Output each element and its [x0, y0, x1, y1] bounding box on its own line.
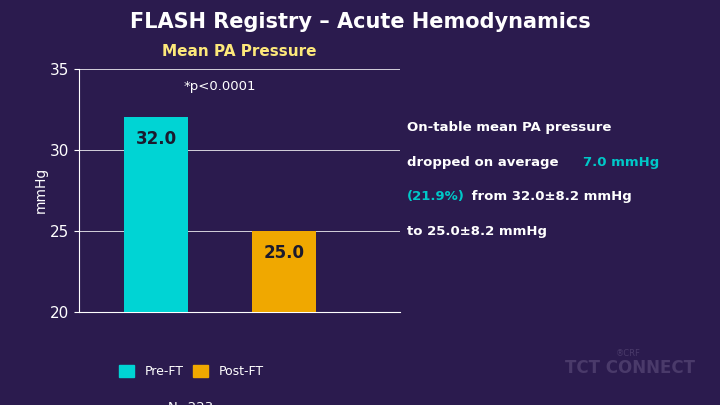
Text: 7.0 mmHg: 7.0 mmHg — [583, 156, 660, 169]
Legend: Pre-FT, Post-FT: Pre-FT, Post-FT — [114, 360, 269, 384]
Bar — [124, 117, 188, 312]
Bar — [252, 231, 316, 312]
Text: FLASH Registry – Acute Hemodynamics: FLASH Registry – Acute Hemodynamics — [130, 12, 590, 32]
Text: (21.9%): (21.9%) — [407, 190, 464, 203]
Text: dropped on average: dropped on average — [407, 156, 563, 169]
Text: N=223: N=223 — [168, 401, 215, 405]
Y-axis label: mmHg: mmHg — [33, 167, 48, 213]
Text: ®CRF: ®CRF — [616, 350, 642, 358]
Text: 32.0: 32.0 — [135, 130, 176, 148]
Text: Mean PA Pressure: Mean PA Pressure — [162, 44, 317, 59]
Text: from 32.0±8.2 mmHg: from 32.0±8.2 mmHg — [467, 190, 631, 203]
Text: On-table mean PA pressure: On-table mean PA pressure — [407, 122, 611, 134]
Text: TCT CONNECT: TCT CONNECT — [565, 359, 695, 377]
Text: 25.0: 25.0 — [264, 244, 305, 262]
Text: to 25.0±8.2 mmHg: to 25.0±8.2 mmHg — [407, 225, 546, 238]
Text: *p<0.0001: *p<0.0001 — [184, 80, 256, 93]
